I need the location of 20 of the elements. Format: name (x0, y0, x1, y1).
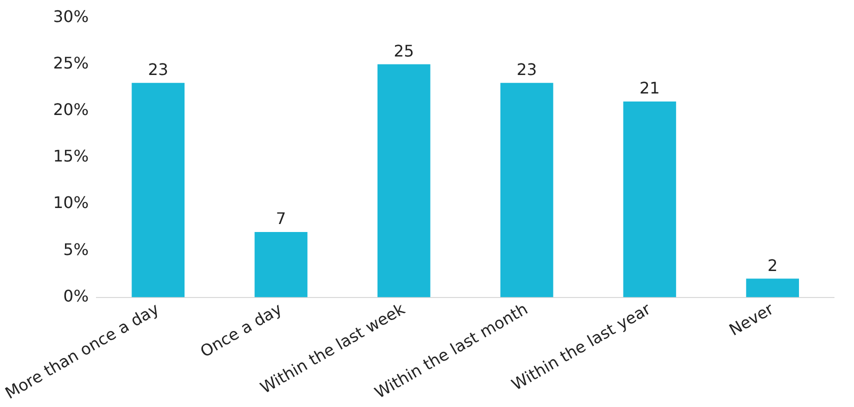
data-label: 23 (516, 60, 537, 80)
bar (377, 64, 430, 298)
y-tick-label: 10% (53, 193, 89, 212)
data-label: 2 (767, 256, 778, 275)
y-tick-label: 25% (53, 53, 89, 72)
y-tick-label: 30% (53, 6, 89, 26)
bar (132, 82, 185, 298)
data-label: 7 (276, 209, 286, 228)
y-tick-label: 15% (53, 146, 89, 166)
data-label: 21 (639, 78, 660, 98)
bar (254, 232, 308, 298)
data-label: 23 (148, 60, 168, 80)
y-tick-label: 20% (53, 100, 89, 119)
bar (500, 82, 554, 298)
data-label: 25 (394, 41, 414, 60)
bar (623, 102, 676, 298)
x-tick-label: Once a day (196, 299, 286, 362)
bar (746, 278, 799, 298)
y-tick-label: 0% (63, 286, 89, 306)
y-tick-label: 5% (63, 240, 89, 259)
